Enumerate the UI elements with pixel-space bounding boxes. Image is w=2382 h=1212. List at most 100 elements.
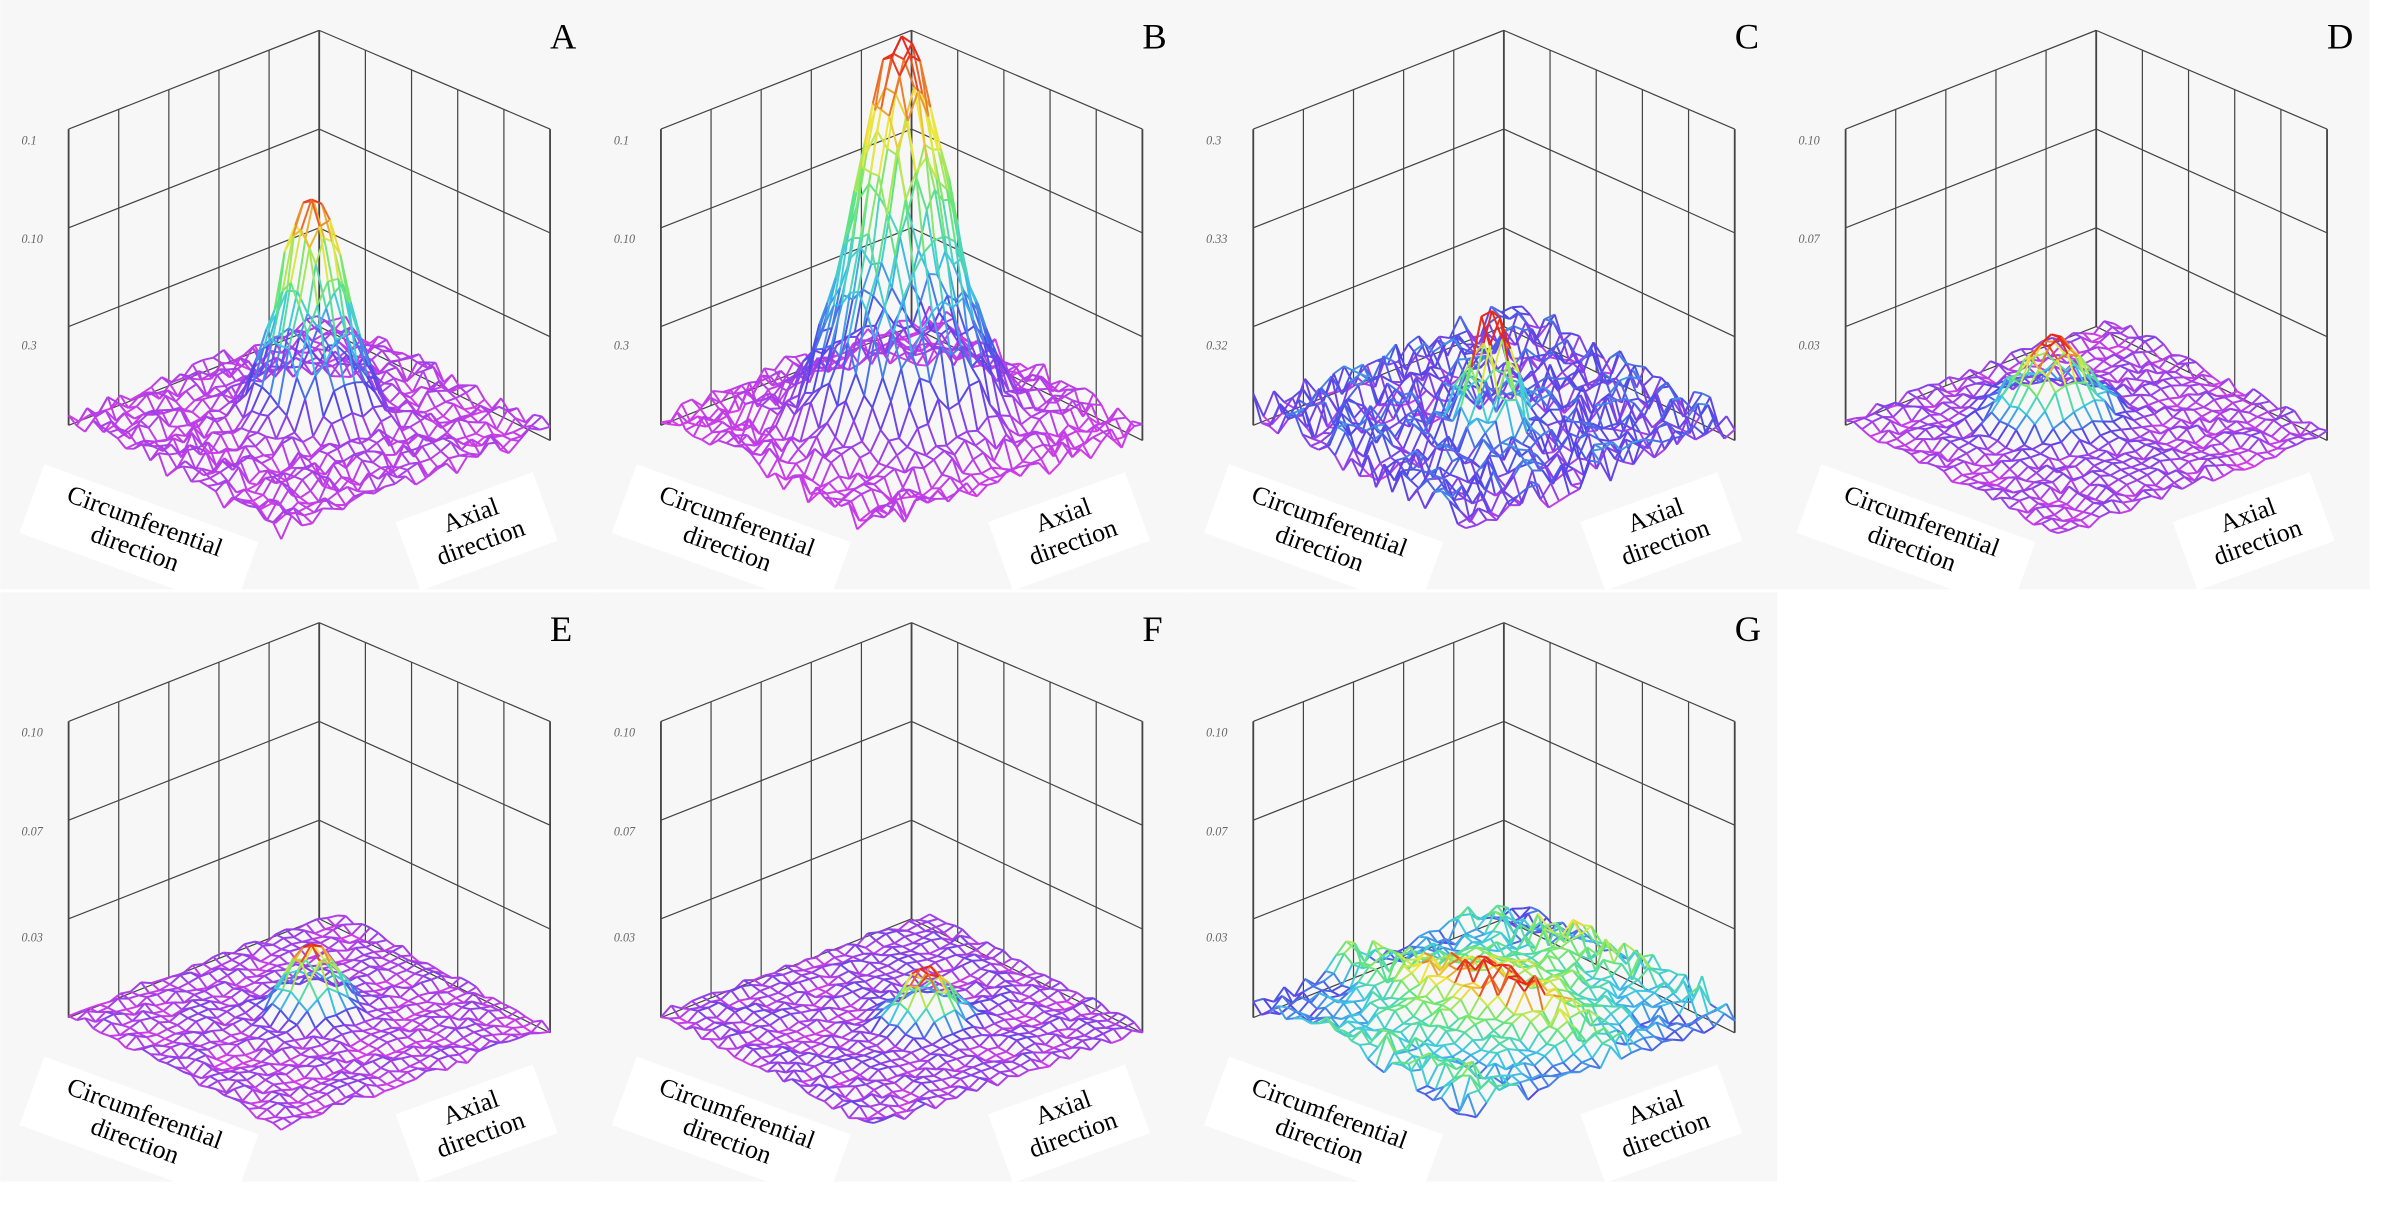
surface-mesh (1457, 357, 1468, 361)
surface-mesh (432, 366, 443, 388)
surface-mesh (406, 469, 417, 486)
surface-mesh (304, 462, 316, 469)
surface-mesh (139, 410, 152, 422)
surface-mesh (765, 393, 778, 407)
surface-mesh (498, 405, 508, 412)
surface-mesh (312, 200, 326, 239)
surface-mesh (363, 381, 375, 408)
surface-mesh (364, 381, 376, 394)
surface-mesh (382, 405, 393, 417)
surface-mesh (293, 467, 306, 478)
surface-mesh (709, 396, 720, 409)
surface-mesh (177, 424, 188, 428)
wall-grid (68, 29, 320, 130)
surface-mesh (207, 441, 220, 454)
surface-mesh (296, 291, 309, 314)
z-tick-label: 0.07 (1799, 232, 1821, 246)
surface-mesh (487, 412, 498, 430)
surface-mesh (385, 366, 397, 373)
surface-mesh (496, 428, 506, 436)
surface-mesh (67, 414, 78, 427)
surface-mesh (323, 237, 333, 243)
surface-mesh (289, 229, 303, 283)
surface-mesh (849, 290, 859, 294)
surface-mesh (456, 418, 467, 438)
surface-mesh (371, 451, 384, 464)
surface-mesh (367, 472, 380, 480)
surface-mesh (283, 471, 295, 478)
surface-mesh (361, 459, 372, 475)
surface-mesh (416, 462, 427, 479)
surface-mesh (374, 450, 384, 454)
surface-mesh (377, 335, 387, 341)
surface-mesh (142, 443, 153, 448)
surface-mesh (150, 376, 163, 388)
surface-mesh (970, 472, 982, 476)
surface-mesh (177, 375, 190, 398)
surface-mesh (271, 339, 282, 347)
surface-mesh (1913, 405, 1922, 409)
surface-mesh (324, 361, 335, 392)
surface-mesh (147, 415, 160, 429)
surface-mesh (281, 481, 291, 489)
surface-mesh (457, 417, 469, 423)
surface-mesh (405, 433, 417, 442)
surface-mesh (375, 472, 388, 492)
surface-mesh (428, 379, 441, 390)
surface-mesh (454, 397, 465, 410)
surface-mesh (119, 427, 129, 434)
surface-mesh (293, 507, 305, 517)
surface-mesh (489, 397, 502, 411)
surface-mesh (2110, 331, 2121, 335)
surface-mesh (263, 454, 273, 460)
surface-mesh (512, 426, 524, 434)
surface-mesh (329, 219, 340, 279)
surface-mesh (388, 465, 400, 469)
surface-mesh (293, 398, 307, 433)
surface-mesh (244, 488, 256, 494)
surface-mesh (889, 342, 902, 365)
surface-mesh (127, 424, 139, 433)
surface-mesh (190, 468, 203, 483)
surface-mesh (448, 454, 460, 460)
surface-mesh (174, 465, 184, 470)
surface-mesh (295, 377, 307, 400)
surface-mesh (297, 452, 308, 470)
surface-mesh (92, 419, 102, 427)
surface-mesh (450, 441, 461, 457)
surface-mesh (282, 510, 293, 517)
surface-mesh (411, 449, 421, 464)
surface-mesh (246, 436, 257, 448)
surface-mesh (330, 423, 341, 447)
surface-mesh (75, 407, 88, 427)
surface-mesh (240, 410, 253, 429)
surface-mesh (746, 389, 757, 402)
surface-mesh (404, 475, 417, 486)
surface-mesh (341, 476, 350, 480)
surface-mesh (358, 437, 369, 441)
surface-mesh (1374, 423, 1385, 428)
surface-mesh (282, 472, 293, 496)
surface-mesh (541, 415, 551, 428)
surface-mesh (692, 415, 705, 437)
surface-mesh (339, 254, 350, 304)
surface-mesh (200, 468, 211, 479)
surface-mesh (467, 455, 478, 458)
surface-mesh (136, 405, 146, 415)
surface-mesh (386, 472, 396, 485)
surface-mesh (764, 367, 775, 372)
surface-mesh (323, 237, 336, 293)
surface-mesh (446, 390, 457, 399)
surface-mesh (304, 398, 315, 437)
surface-mesh (314, 375, 325, 417)
surface-mesh (522, 414, 535, 428)
surface-mesh (432, 415, 444, 423)
z-tick-label: 0.1 (22, 133, 37, 147)
surface-mesh (348, 477, 359, 492)
surface-mesh (685, 423, 697, 431)
surface-mesh (355, 362, 366, 383)
surface-mesh (270, 457, 281, 474)
surface-mesh (400, 452, 411, 465)
surface-mesh (713, 408, 726, 422)
surface-mesh (175, 433, 186, 438)
